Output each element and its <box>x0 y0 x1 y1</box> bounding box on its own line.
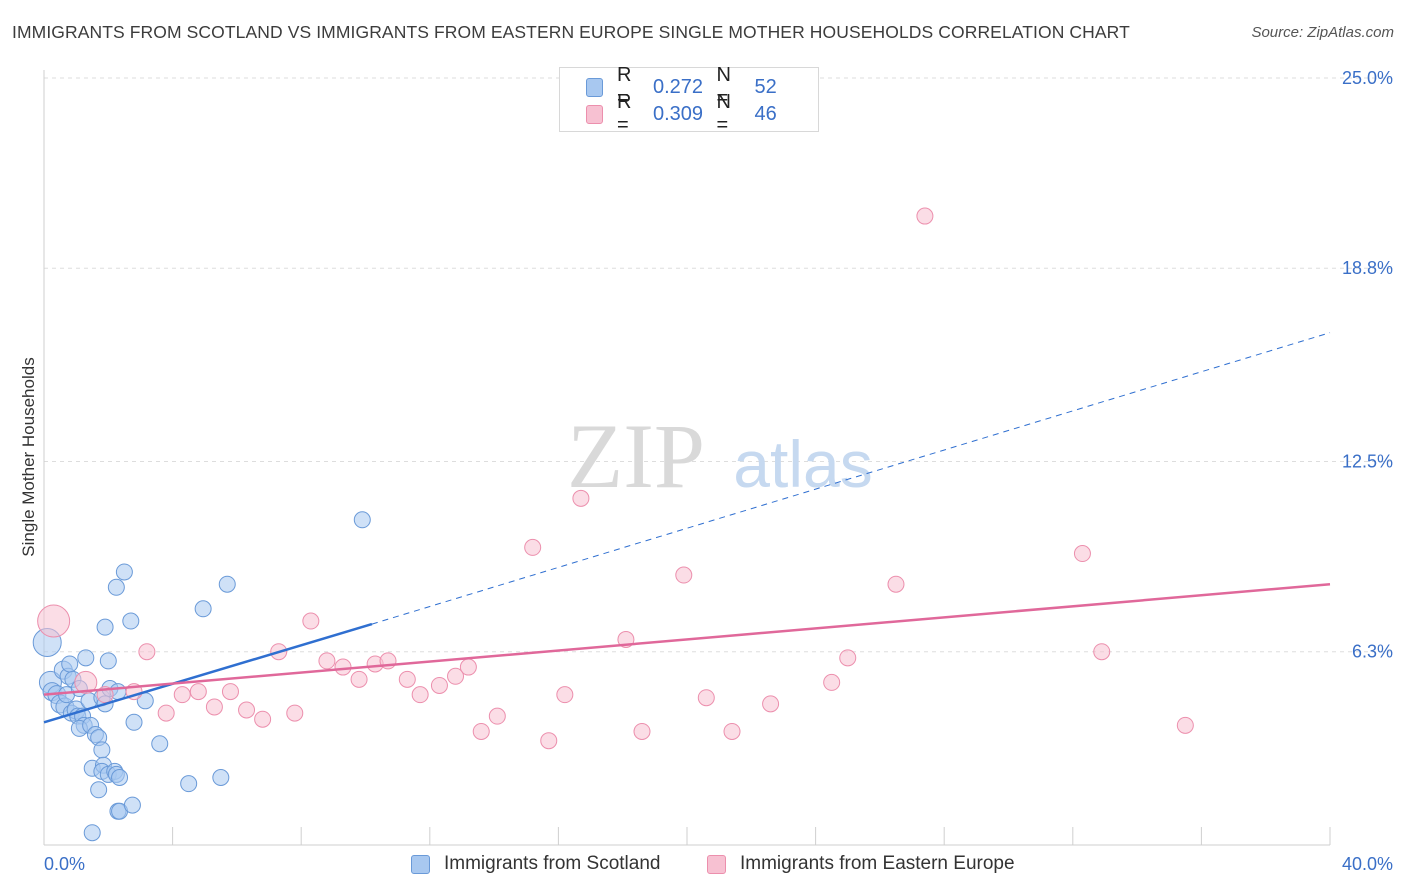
x-tick-label-max: 40.0% <box>1342 854 1393 874</box>
eastern-europe-trend-line <box>43 582 1331 696</box>
scotland-point[interactable] <box>83 824 101 842</box>
legend-r-label: R = <box>617 91 632 136</box>
eastern-europe-point[interactable] <box>524 538 542 556</box>
eastern-europe-point[interactable] <box>350 670 368 688</box>
eastern-europe-point[interactable] <box>205 698 223 716</box>
correlation-legend: R = 0.272 N = 52 R = 0.309 N = 46 <box>559 64 819 136</box>
scotland-point[interactable] <box>194 600 212 618</box>
eastern-europe-point[interactable] <box>430 676 448 694</box>
scotland-trend-line <box>43 622 373 724</box>
scotland-point[interactable] <box>180 775 198 793</box>
eastern-europe-point[interactable] <box>556 686 574 704</box>
eastern-europe-point[interactable] <box>459 658 477 676</box>
legend-row-scotland: R = 0.272 N = 52 <box>560 64 818 109</box>
scotland-point[interactable] <box>212 769 230 787</box>
eastern-europe-point[interactable] <box>723 722 741 740</box>
eastern-europe-point[interactable] <box>675 566 693 584</box>
eastern-europe-point[interactable] <box>37 604 71 638</box>
eastern-europe-legend-label: Immigrants from Eastern Europe <box>740 853 1015 874</box>
eastern-europe-point[interactable] <box>488 707 506 725</box>
scotland-point[interactable] <box>99 652 117 670</box>
scotland-point[interactable] <box>123 796 141 814</box>
eastern-europe-point[interactable] <box>189 683 207 701</box>
scotland-point[interactable] <box>96 618 114 636</box>
chart-title: IMMIGRANTS FROM SCOTLAND VS IMMIGRANTS F… <box>12 22 1130 42</box>
scotland-point[interactable] <box>77 649 95 667</box>
legend-item-scotland[interactable]: Immigrants from Scotland <box>411 851 660 877</box>
y-tick-label: 25.0% <box>1342 68 1393 88</box>
eastern-europe-swatch <box>586 104 603 124</box>
scotland-point[interactable] <box>90 781 108 799</box>
eastern-europe-point[interactable] <box>1073 545 1091 563</box>
scotland-legend-swatch <box>411 854 430 874</box>
legend-n-value: 46 <box>754 102 777 125</box>
scotland-point[interactable] <box>111 769 129 787</box>
x-tick-label-min: 0.0% <box>44 854 85 874</box>
eastern-europe-point[interactable] <box>74 670 98 694</box>
eastern-europe-point[interactable] <box>254 710 272 728</box>
watermark-atlas: atlas <box>733 427 872 501</box>
legend-item-eastern-europe[interactable]: Immigrants from Eastern Europe <box>707 851 1015 877</box>
y-axis-label: Single Mother Households <box>19 357 38 556</box>
legend-n-label: N = <box>716 91 731 136</box>
eastern-europe-point[interactable] <box>633 722 651 740</box>
y-tick-label: 18.8% <box>1342 258 1393 278</box>
eastern-europe-point[interactable] <box>398 670 416 688</box>
eastern-europe-point[interactable] <box>334 658 352 676</box>
eastern-europe-point[interactable] <box>302 612 320 630</box>
scotland-point[interactable] <box>61 655 79 673</box>
legend-n-value: 52 <box>754 75 777 98</box>
trend-lines <box>43 332 1331 724</box>
legend-r-label: R = <box>617 64 632 109</box>
scotland-point[interactable] <box>218 575 236 593</box>
eastern-europe-point[interactable] <box>572 489 590 507</box>
eastern-europe-point[interactable] <box>318 652 336 670</box>
scotland-trend-extension <box>371 332 1331 625</box>
x-ticks <box>172 827 1331 845</box>
legend-row-eastern-europe: R = 0.309 N = 46 <box>560 91 818 136</box>
eastern-europe-point[interactable] <box>697 689 715 707</box>
legend-r-value: 0.272 <box>652 75 704 98</box>
y-grid <box>44 77 1393 653</box>
eastern-europe-point[interactable] <box>1093 643 1111 661</box>
eastern-europe-point[interactable] <box>887 575 905 593</box>
y-tick-labels: 6.3% 12.5% 18.8% 25.0% <box>1342 68 1393 662</box>
scotland-point[interactable] <box>107 578 125 596</box>
scotland-point[interactable] <box>353 511 371 529</box>
eastern-europe-point[interactable] <box>411 686 429 704</box>
eastern-europe-point[interactable] <box>916 207 934 225</box>
eastern-europe-point[interactable] <box>762 695 780 713</box>
scotland-point[interactable] <box>115 563 133 581</box>
legend-r-value: 0.309 <box>652 102 704 125</box>
watermark-zip: ZIP <box>567 405 705 507</box>
y-tick-label: 6.3% <box>1352 642 1393 662</box>
scotland-point[interactable] <box>122 612 140 630</box>
scotland-point[interactable] <box>125 713 143 731</box>
source-label: Source: ZipAtlas.com <box>1251 24 1394 41</box>
eastern-europe-point[interactable] <box>447 667 465 685</box>
eastern-europe-point[interactable] <box>221 683 239 701</box>
eastern-europe-point[interactable] <box>823 673 841 691</box>
scotland-legend-label: Immigrants from Scotland <box>444 853 661 874</box>
y-tick-label: 12.5% <box>1342 452 1393 472</box>
eastern-europe-point[interactable] <box>472 722 490 740</box>
eastern-europe-point[interactable] <box>540 732 558 750</box>
eastern-europe-point[interactable] <box>173 686 191 704</box>
scotland-point[interactable] <box>93 741 111 759</box>
series-legend: Immigrants from Scotland Immigrants from… <box>0 851 1406 877</box>
eastern-europe-point[interactable] <box>1176 716 1194 734</box>
legend-n-label: N = <box>716 64 731 109</box>
eastern-europe-point[interactable] <box>138 643 156 661</box>
watermark: ZIP atlas <box>567 405 873 507</box>
scotland-point[interactable] <box>151 735 169 753</box>
eastern-europe-point[interactable] <box>839 649 857 667</box>
eastern-europe-point[interactable] <box>238 701 256 719</box>
eastern-europe-point[interactable] <box>157 704 175 722</box>
scotland-swatch <box>586 77 603 97</box>
eastern-europe-legend-swatch <box>707 854 726 874</box>
eastern-europe-point[interactable] <box>286 704 304 722</box>
